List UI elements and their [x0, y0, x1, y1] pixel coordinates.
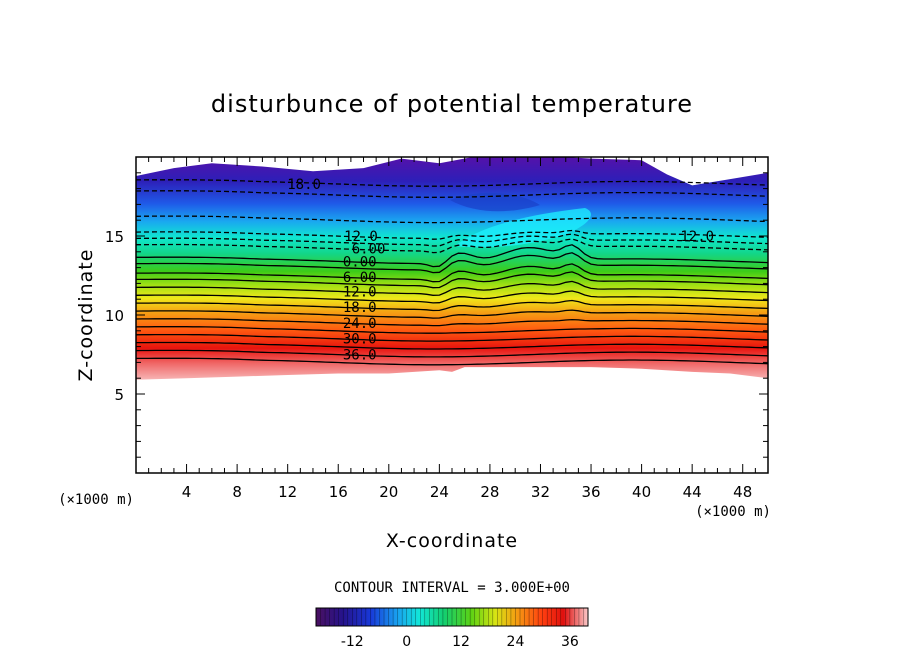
x-tick-label: 20 — [379, 483, 398, 501]
y-tick-labels: 5 10 15 — [105, 228, 124, 404]
colorbar-tick-label: 0 — [402, 634, 411, 650]
contour-line — [136, 238, 768, 254]
x-tick-label: 32 — [531, 483, 550, 501]
contour-line — [136, 263, 768, 283]
x-axis-label: X-coordinate — [386, 530, 518, 552]
contour-label: 18.0 — [287, 177, 321, 193]
colorbar-tick-label: 24 — [507, 634, 525, 650]
contour-label: 18.0 — [343, 300, 377, 316]
x-tick-label: 16 — [329, 483, 348, 501]
contour-label: 12.0 — [680, 229, 714, 245]
x-tick-label: 48 — [733, 483, 752, 501]
contour-label: 30.0 — [343, 332, 377, 348]
contour-label: 24.0 — [343, 316, 377, 332]
x-tick-label: 36 — [581, 483, 600, 501]
contour-line — [136, 179, 768, 187]
colorbar-tick-label: -12 — [341, 634, 364, 650]
colorbar: -12 0 12 24 36 — [315, 607, 589, 650]
contour-label: 12.0 — [344, 229, 378, 245]
chart-title: disturbunce of potential temperature — [211, 90, 693, 118]
contour-lines — [136, 179, 768, 366]
contour-line — [136, 290, 768, 304]
colorbar-tick-labels: -12 0 12 24 36 — [341, 634, 579, 650]
contour-label: 12.0 — [343, 284, 377, 300]
contour-line — [136, 229, 768, 240]
contour-label: 6.00 — [352, 242, 386, 258]
contour-interval-text: CONTOUR INTERVAL = 3.000E+00 — [334, 580, 570, 596]
contour-line — [136, 215, 768, 224]
y-tick-label: 15 — [105, 228, 124, 246]
contour-line — [136, 244, 768, 268]
x-tick-label: 24 — [430, 483, 449, 501]
contour-line — [136, 280, 768, 296]
contour-line — [136, 357, 768, 366]
x-tick-labels: 4 8 12 16 20 24 28 32 36 40 44 48 — [182, 483, 752, 501]
contour-line — [136, 341, 768, 350]
x-tick-label: 8 — [232, 483, 242, 501]
contour-line — [136, 333, 768, 342]
contour-label: 0.00 — [343, 254, 377, 270]
x-tick-label: 4 — [182, 483, 192, 501]
y-units-label: (×1000 m) — [58, 492, 134, 508]
contour-line — [136, 190, 768, 198]
contour-line — [136, 271, 768, 289]
x-tick-label: 44 — [683, 483, 702, 501]
x-tick-label: 40 — [632, 483, 651, 501]
contour-line — [136, 299, 768, 312]
contour-label: 6.00 — [343, 270, 377, 286]
y-tick-label: 5 — [114, 386, 124, 404]
plot-area — [136, 157, 768, 380]
x-tick-label: 12 — [278, 483, 297, 501]
contour-label: 36.0 — [343, 348, 377, 364]
y-axis-label: Z-coordinate — [75, 249, 97, 382]
colorbar-tick-label: 12 — [452, 634, 470, 650]
contour-labels: 18.012.0 12.06.000.006.0012.018.024.030.0… — [287, 177, 714, 364]
x-tick-label: 28 — [480, 483, 499, 501]
colorbar-segments — [315, 608, 589, 626]
cyan-core-region — [455, 208, 591, 248]
contour-line — [136, 252, 768, 274]
filled-contour-field — [136, 157, 768, 380]
contour-line — [136, 349, 768, 358]
contour-line — [136, 309, 768, 319]
contour-line — [136, 233, 768, 247]
x-units-label: (×1000 m) — [695, 504, 771, 520]
colorbar-tick-label: 36 — [561, 634, 579, 650]
axis-ticks — [136, 157, 768, 473]
y-tick-label: 10 — [105, 307, 124, 325]
contour-line — [136, 318, 768, 327]
contour-line — [136, 326, 768, 334]
